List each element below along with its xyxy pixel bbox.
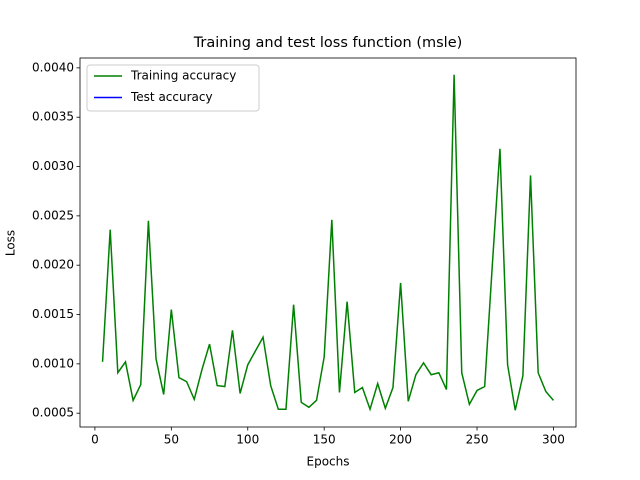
legend-label: Training accuracy xyxy=(130,69,236,83)
legend-box xyxy=(86,64,260,112)
legend: Training accuracy Test accuracy xyxy=(86,64,260,112)
legend-label: Test accuracy xyxy=(130,90,213,104)
x-axis-label: Epochs xyxy=(307,455,350,469)
y-tick-label: 0.0040 xyxy=(32,60,74,74)
y-tick-label: 0.0015 xyxy=(32,307,74,321)
chart-title: Training and test loss function (msle) xyxy=(193,35,463,51)
series-line xyxy=(101,74,555,412)
x-tick-label: 150 xyxy=(313,433,336,447)
y-tick-label: 0.0025 xyxy=(32,208,74,222)
y-tick-label: 0.0030 xyxy=(32,159,74,173)
y-tick-label: 0.0035 xyxy=(32,110,74,124)
x-tick-label: 300 xyxy=(542,433,565,447)
y-axis-label: Loss xyxy=(4,230,18,256)
y-tick-label: 0.0005 xyxy=(32,406,74,420)
y-tick-label: 0.0010 xyxy=(32,356,74,370)
x-tick-label: 250 xyxy=(466,433,489,447)
plot-frame xyxy=(79,57,577,428)
x-tick-label: 0 xyxy=(91,433,99,447)
x-tick-label: 200 xyxy=(389,433,412,447)
x-tick-label: 100 xyxy=(236,433,259,447)
x-tick-label: 50 xyxy=(164,433,179,447)
y-tick-label: 0.0020 xyxy=(32,258,74,272)
